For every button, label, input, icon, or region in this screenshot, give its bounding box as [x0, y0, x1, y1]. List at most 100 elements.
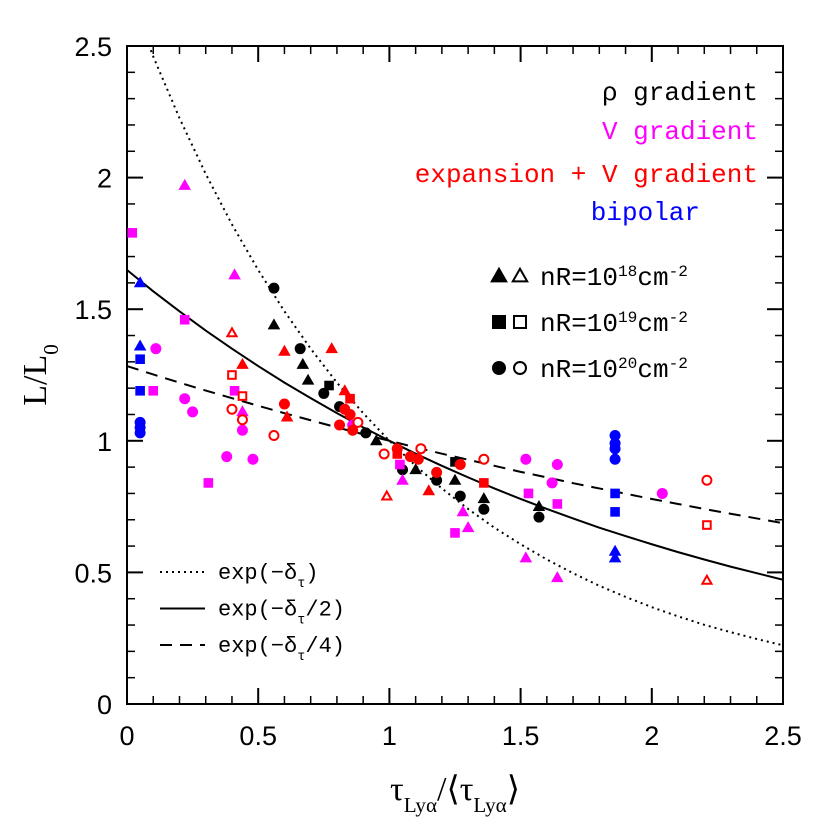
point: [700, 573, 714, 585]
point: [294, 343, 306, 355]
point: [519, 551, 533, 563]
point: [324, 380, 334, 391]
point: [236, 414, 248, 426]
point: [133, 276, 147, 288]
legend-label: V gradient: [602, 117, 758, 147]
marker-legend-label: nR=1020cm-2: [540, 355, 688, 385]
point: [478, 503, 490, 515]
curve-legend-label-part: τ: [297, 650, 305, 665]
curves: [127, 46, 783, 647]
curve-legend-label: exp(−δτ/2): [218, 598, 345, 629]
point: [360, 427, 372, 439]
point: [609, 443, 621, 455]
marker-legend-label-part: 19: [618, 309, 637, 327]
point: [135, 354, 145, 365]
point: [478, 453, 490, 465]
point: [610, 507, 620, 517]
point: [395, 459, 405, 470]
point: [237, 391, 248, 401]
point: [456, 505, 470, 517]
point: [702, 520, 712, 530]
y-axis-label-part: L/L: [17, 355, 54, 406]
legend-marker-open: [513, 361, 527, 375]
point: [369, 434, 383, 446]
point: [268, 430, 280, 442]
point: [178, 178, 192, 190]
point: [523, 488, 534, 499]
point: [267, 318, 281, 330]
point: [236, 357, 249, 369]
y-tick-label: 1.5: [74, 295, 112, 325]
curve-legend-label-part: /2): [305, 598, 345, 623]
point: [226, 403, 238, 415]
x-tick-label: 1: [382, 721, 397, 751]
marker-legend-label-part: 18: [618, 263, 637, 281]
legend-marker-filled: [492, 315, 506, 329]
curve-legend-label-part: τ: [297, 613, 305, 628]
curve-legend-label-part: ): [305, 561, 318, 586]
y-tick-label: 2.5: [74, 32, 112, 62]
legend-marker-filled: [492, 361, 506, 375]
point: [228, 268, 241, 280]
x-axis-label: τLyα/⟨τLyα⟩: [390, 771, 520, 817]
point: [187, 406, 199, 418]
model-curve: [127, 269, 783, 581]
point: [380, 489, 394, 501]
point: [135, 385, 145, 396]
point: [278, 398, 290, 410]
y-tick-label: 0: [97, 690, 112, 720]
curve-legend-label-part: /4): [305, 634, 345, 659]
x-tick-label: 0.5: [239, 721, 277, 751]
legend-marker-filled: [490, 266, 508, 283]
point: [179, 314, 190, 325]
point: [552, 499, 563, 509]
point: [701, 474, 713, 486]
point: [318, 387, 330, 399]
curve-legend-label: exp(−δτ): [218, 561, 319, 592]
point: [656, 487, 668, 499]
x-axis-label-part: τ: [390, 771, 404, 808]
x-axis-label-part: Lyα: [473, 793, 506, 817]
point: [461, 521, 475, 533]
marker-legend-label-part: nR=10: [540, 263, 618, 293]
point: [609, 453, 621, 465]
model-curve: [127, 365, 783, 525]
point: [133, 339, 147, 351]
marker-legend-label-part: cm: [637, 309, 668, 339]
point: [479, 478, 489, 488]
point: [520, 453, 532, 465]
legend-label: ρ gradient: [602, 78, 758, 108]
curve-legend-label-part: exp(−δ: [218, 634, 297, 659]
plot-frame: [126, 45, 784, 705]
point: [344, 408, 356, 420]
marker-legend-label-part: 20: [618, 355, 637, 373]
x-axis-label-part: /⟨τ: [437, 771, 473, 808]
marker-legend-label-part: -2: [669, 309, 688, 327]
curve-legend-label-part: exp(−δ: [218, 598, 297, 623]
x-tick-label: 1.5: [502, 721, 540, 751]
point: [610, 488, 620, 499]
point: [422, 484, 436, 496]
point: [334, 419, 346, 431]
curve-legend-label: exp(−δτ/4): [218, 634, 345, 665]
point: [347, 424, 359, 436]
marker-legend-label-part: nR=10: [540, 355, 618, 385]
point: [450, 528, 460, 538]
point: [203, 478, 214, 488]
point: [227, 370, 237, 380]
point: [148, 385, 159, 396]
y-tick-label: 2: [97, 164, 112, 194]
legend-marker-open: [513, 315, 527, 329]
point: [268, 282, 280, 294]
legend-label: expansion + V gradient: [415, 160, 758, 190]
point: [448, 473, 462, 485]
y-axis-label-part: 0: [39, 344, 63, 355]
point: [533, 511, 545, 523]
curve-legend-label-part: τ: [297, 577, 305, 592]
marker-legend-label: nR=1018cm-2: [540, 263, 688, 293]
marker-legend-label-part: cm: [637, 355, 668, 385]
x-tick-label: 0: [119, 721, 134, 751]
point: [236, 424, 248, 436]
point: [301, 373, 315, 385]
point: [352, 416, 364, 428]
